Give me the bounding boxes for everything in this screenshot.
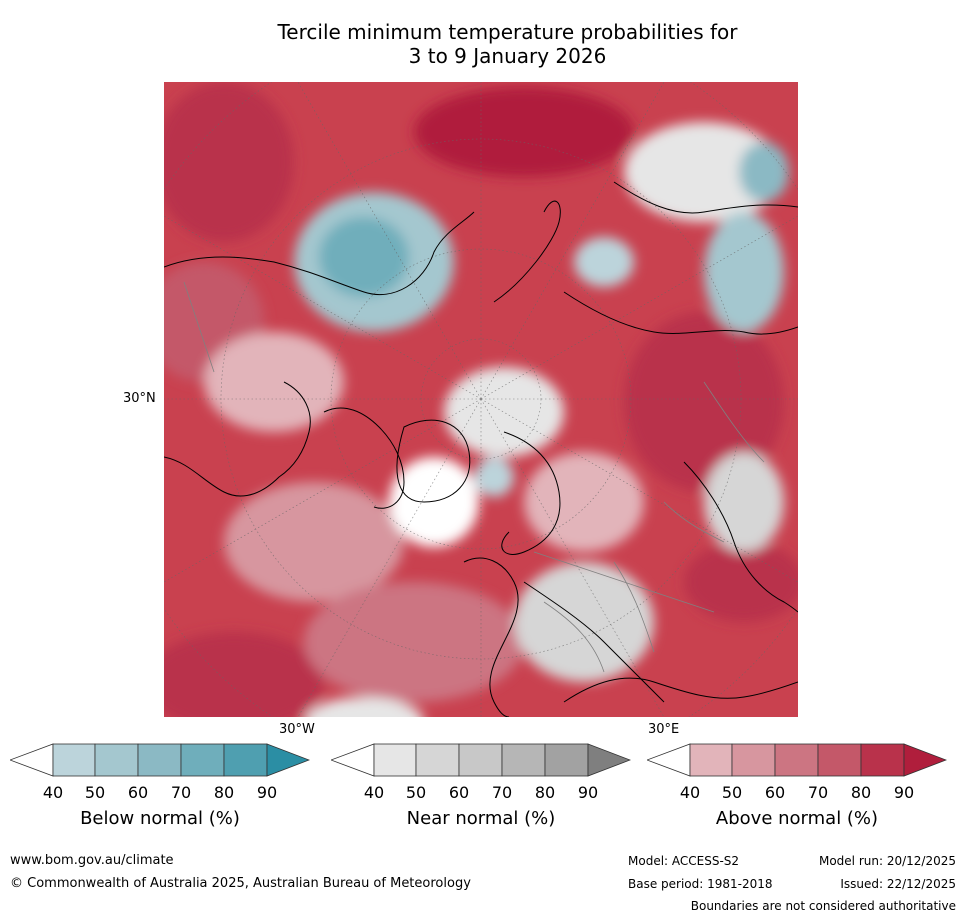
longitude-label-east: 30°E [648, 722, 680, 737]
colorbar-above-normal [647, 743, 947, 777]
map-graphic [164, 82, 798, 717]
longitude-label-west: 30°W [279, 722, 315, 737]
tick-label: 80 [213, 783, 235, 802]
colorbar-above-ticks: 40 50 60 70 80 90 [647, 783, 947, 802]
boundaries-disclaimer: Boundaries are not considered authoritat… [690, 899, 956, 913]
tick-label: 40 [679, 783, 701, 802]
issued-date: Issued: 22/12/2025 [840, 877, 956, 891]
tick-label: 60 [448, 783, 470, 802]
title-line-1: Tercile minimum temperature probabilitie… [277, 20, 738, 44]
tick-label: 50 [721, 783, 743, 802]
tick-label: 90 [577, 783, 599, 802]
colorbar-below-label: Below normal (%) [80, 808, 240, 829]
colorbar-below-segment-0 [10, 743, 54, 777]
colorbar-near-ticks: 40 50 60 70 80 90 [331, 783, 631, 802]
tick-label: 50 [84, 783, 106, 802]
colorbar-near-segment-3 [458, 743, 503, 777]
tick-label: 70 [807, 783, 829, 802]
tick-label: 70 [170, 783, 192, 802]
model-name: Model: ACCESS-S2 [628, 854, 740, 868]
colorbar-above-segment-4 [817, 743, 862, 777]
colorbar-near-segment-1 [373, 743, 417, 777]
colorbar-above-segment-6 [903, 743, 947, 777]
colorbar-below-segment-1 [52, 743, 96, 777]
colorbar-near-normal [331, 743, 631, 777]
base-period: Base period: 1981-2018 [628, 877, 773, 891]
colorbar-above-segment-3 [774, 743, 819, 777]
colorbar-above-segment-2 [731, 743, 776, 777]
website-link[interactable]: www.bom.gov.au/climate [10, 853, 174, 868]
colorbar-near-segment-4 [501, 743, 546, 777]
colorbar-near-segment-0 [331, 743, 375, 777]
tick-label: 60 [764, 783, 786, 802]
tick-label: 40 [363, 783, 385, 802]
copyright-text: © Commonwealth of Australia 2025, Austra… [10, 876, 471, 891]
tick-label: 70 [491, 783, 513, 802]
colorbar-below-segment-5 [223, 743, 268, 777]
colorbar-near-segment-6 [587, 743, 631, 777]
probability-map [164, 82, 798, 717]
tick-label: 80 [534, 783, 556, 802]
colorbar-near-segment-2 [415, 743, 460, 777]
colorbar-above-segment-0 [647, 743, 691, 777]
colorbar-above-label: Above normal (%) [715, 808, 879, 829]
chart-title: Tercile minimum temperature probabilitie… [0, 20, 965, 68]
tick-label: 80 [850, 783, 872, 802]
tick-label: 90 [256, 783, 278, 802]
colorbar-below-segment-3 [137, 743, 182, 777]
colorbar-near-segment-5 [544, 743, 589, 777]
tick-label: 40 [42, 783, 64, 802]
colorbar-below-segment-6 [266, 743, 310, 777]
colorbar-below-ticks: 40 50 60 70 80 90 [10, 783, 310, 802]
model-run: Model run: 20/12/2025 [818, 854, 956, 868]
colorbar-below-segment-4 [180, 743, 225, 777]
tick-label: 60 [127, 783, 149, 802]
latitude-label: 30°N [123, 391, 156, 406]
colorbar-above-segment-5 [860, 743, 905, 777]
colorbar-below-segment-2 [94, 743, 139, 777]
tick-label: 90 [893, 783, 915, 802]
title-line-2: 3 to 9 January 2026 [408, 44, 607, 68]
colorbar-near-label: Near normal (%) [406, 808, 556, 829]
colorbar-below-normal [10, 743, 310, 777]
tick-label: 50 [405, 783, 427, 802]
colorbar-above-segment-1 [689, 743, 733, 777]
